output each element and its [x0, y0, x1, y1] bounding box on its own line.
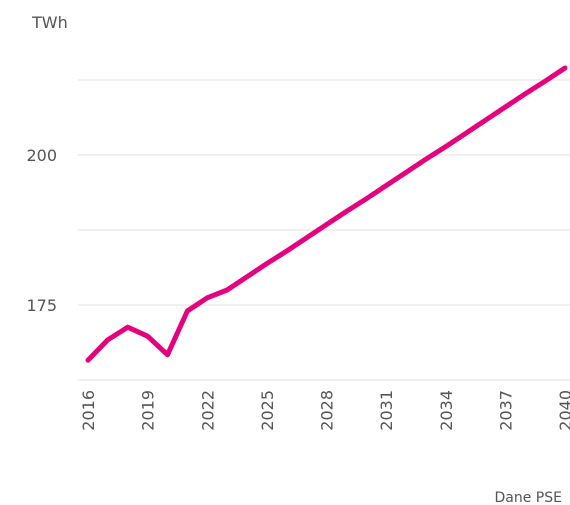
- x-tick-label: 2025: [258, 390, 277, 431]
- x-tick-label: 2016: [79, 390, 98, 431]
- x-tick-label: 2040: [556, 390, 570, 431]
- y-unit-title: TWh: [31, 13, 68, 32]
- x-tick-label: 2022: [198, 390, 217, 431]
- x-tick-label: 2031: [377, 390, 396, 431]
- y-tick-label: 200: [26, 146, 57, 165]
- series-line: [85, 65, 568, 363]
- x-tick-label: 2019: [139, 390, 158, 431]
- x-tick-label: 2034: [437, 390, 456, 431]
- source-note: Dane PSE: [495, 490, 562, 505]
- x-tick-label: 2037: [496, 390, 515, 431]
- y-tick-label: 175: [26, 296, 57, 315]
- x-tick-label: 2028: [318, 390, 337, 431]
